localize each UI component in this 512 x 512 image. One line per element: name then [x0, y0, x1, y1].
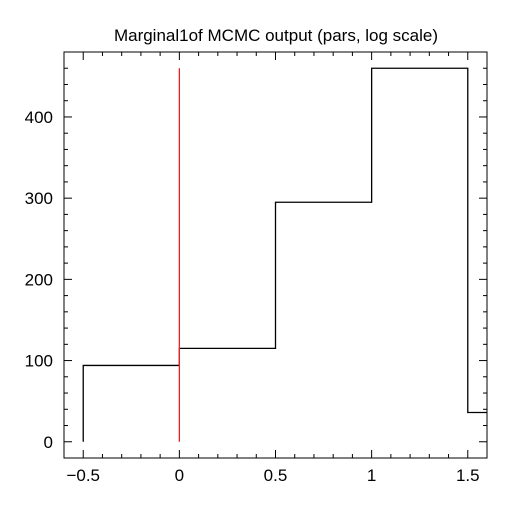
y-tick-label: 100 — [25, 352, 53, 371]
histogram-series — [82, 67, 487, 442]
histogram-bin — [372, 68, 468, 442]
y-tick-label: 400 — [25, 108, 53, 127]
x-tick-label: 1 — [367, 466, 376, 485]
y-tick-label: 0 — [44, 433, 53, 452]
chart-title: Marginal1of MCMC output (pars, log scale… — [114, 26, 438, 45]
x-tick-label: 0 — [175, 466, 184, 485]
y-tick-label: 200 — [25, 270, 53, 289]
minor-ticks — [63, 51, 488, 459]
major-ticks — [64, 52, 487, 458]
y-tick-label: 300 — [25, 189, 53, 208]
histogram-outline — [82, 67, 487, 442]
histogram-bin — [276, 202, 372, 442]
x-tick-label: −0.5 — [66, 466, 100, 485]
histogram-bin — [468, 413, 487, 442]
tick-labels: −0.5 0 0.5 1 1.5 0 100 200 300 400 — [25, 108, 480, 485]
histogram-bin — [83, 365, 179, 441]
x-tick-label: 1.5 — [456, 466, 480, 485]
histogram-bin — [179, 348, 275, 441]
x-tick-label: 0.5 — [264, 466, 288, 485]
